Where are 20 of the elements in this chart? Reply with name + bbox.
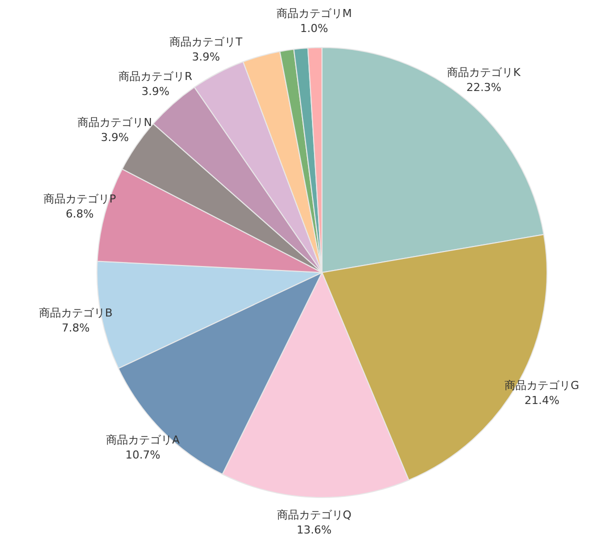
data-label: 22.3% <box>466 80 502 94</box>
slice-label: 商品カテゴリM <box>276 6 352 20</box>
data-label: 3.9% <box>100 131 129 144</box>
data-label: 6.8% <box>66 207 94 220</box>
data-label: 7.8% <box>62 321 90 334</box>
slice-label: 商品カテゴリA <box>106 434 180 447</box>
data-label: 3.9% <box>192 50 220 64</box>
slice-label: 商品カテゴリQ <box>276 508 352 522</box>
data-label: 10.7% <box>125 448 160 462</box>
data-label: 13.6% <box>296 524 332 537</box>
slice-label: 商品カテゴリN <box>78 116 152 130</box>
data-label: 1.0% <box>300 22 328 35</box>
slice-label: 商品カテゴリT <box>170 35 243 48</box>
slice-label: 商品カテゴリG <box>504 378 580 392</box>
slice-label: 商品カテゴリK <box>447 66 522 79</box>
slice-label: 商品カテゴリP <box>43 192 116 206</box>
slice-label: 商品カテゴリR <box>118 70 193 84</box>
data-label: 21.4% <box>524 394 560 407</box>
slice-label: 商品カテゴリB <box>38 306 113 320</box>
data-label: 3.9% <box>141 85 170 98</box>
